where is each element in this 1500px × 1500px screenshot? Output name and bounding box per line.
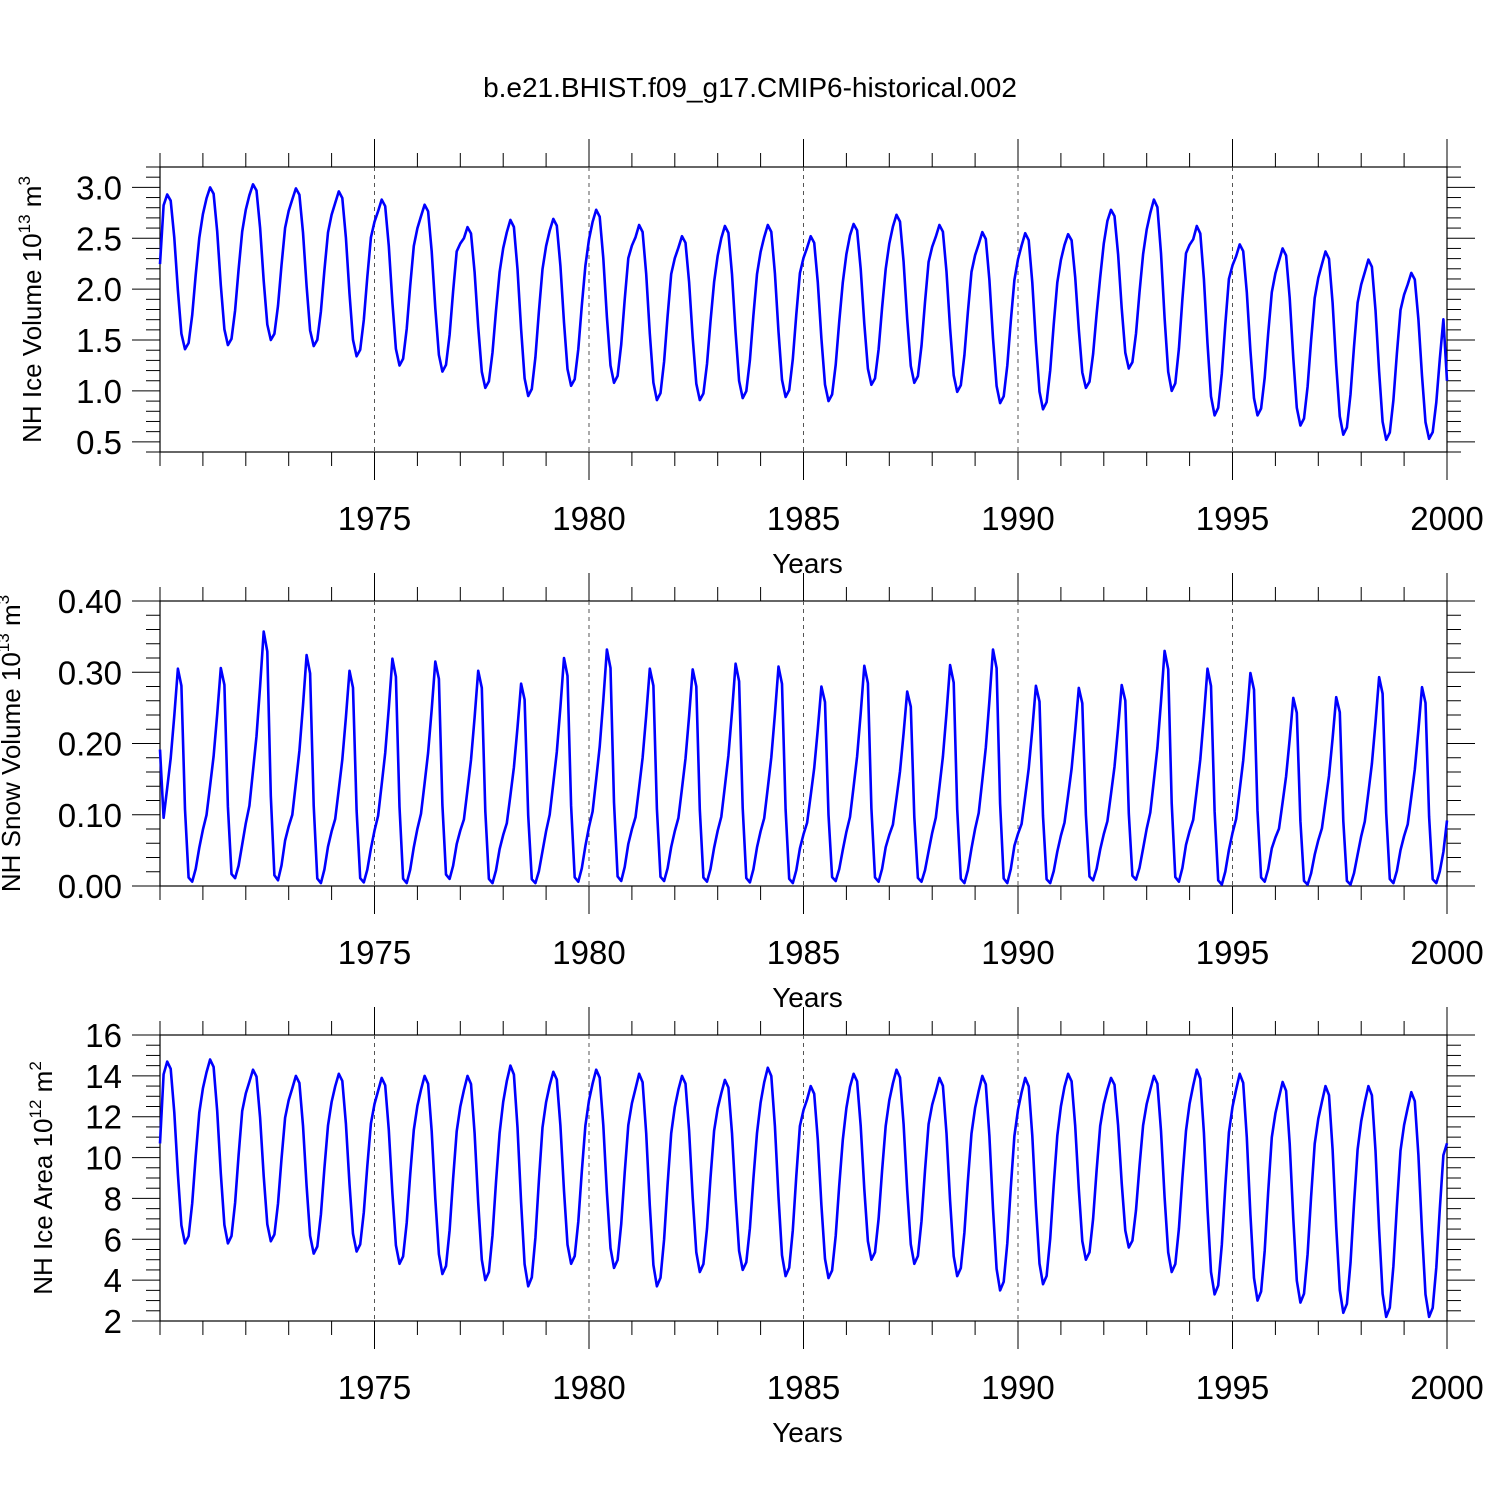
y-tick-label: 10 — [85, 1140, 122, 1177]
y-tick-label: 14 — [85, 1058, 122, 1095]
panel-ice-area: 1975 1980 1985 1990 1995 2000 Years 2 4 6 810 12 14 1… — [26, 1007, 1484, 1448]
panel-snow-volume: 1975 1980 1985 1990 1995 2000 Years 0.00 0.10 0.2… — [0, 573, 1484, 1013]
y-tick-label: 0.40 — [58, 583, 122, 620]
x-tick-label: 1985 — [767, 500, 840, 537]
y-tick-label: 2.5 — [76, 220, 122, 257]
y-tick-label: 12 — [85, 1099, 122, 1136]
x-tick-label: 1975 — [338, 500, 411, 537]
x-tick-label: 1995 — [1196, 500, 1269, 537]
x-tick-label: 1985 — [767, 1369, 840, 1406]
y-axis-label: NH Snow Volume 1013 m3 — [0, 595, 26, 892]
y-tick-label: 1.5 — [76, 322, 122, 359]
x-tick-label: 1995 — [1196, 1369, 1269, 1406]
x-axis-label: Years — [772, 1417, 843, 1448]
y-tick-label: 0.00 — [58, 868, 122, 905]
x-tick-label: 1995 — [1196, 934, 1269, 971]
y-tick-label: 0.20 — [58, 726, 122, 763]
y-axis-label: NH Ice Area 1012 m2 — [26, 1061, 58, 1295]
y-tick-label: 2.0 — [76, 271, 122, 308]
y-tick-label: 1.0 — [76, 373, 122, 410]
y-tick-label: 6 — [104, 1221, 122, 1258]
series-line-ice-volume — [158, 183, 1449, 442]
y-tick-label: 2 — [104, 1303, 122, 1340]
y-tick-label: 3.0 — [76, 169, 122, 206]
x-tick-label: 2000 — [1410, 1369, 1483, 1406]
y-tick-label: 0.30 — [58, 654, 122, 691]
series-line-snow-volume — [158, 630, 1449, 886]
panel-ice-volume: 1975 1980 1985 1990 1995 2000 Years 0.5 1.0 1.5 2.… — [15, 139, 1484, 579]
x-axis-label: Years — [772, 548, 843, 579]
x-tick-label: 1990 — [981, 934, 1054, 971]
y-tick-label: 0.10 — [58, 797, 122, 834]
x-tick-label: 2000 — [1410, 934, 1483, 971]
x-tick-label: 2000 — [1410, 500, 1483, 537]
y-tick-label: 4 — [104, 1262, 122, 1299]
y-axis-label: NH Ice Volume 1013 m3 — [15, 176, 47, 443]
x-tick-label: 1975 — [338, 934, 411, 971]
y-tick-label: 16 — [85, 1017, 122, 1054]
x-tick-label: 1980 — [552, 1369, 625, 1406]
x-tick-label: 1975 — [338, 1369, 411, 1406]
x-tick-label: 1980 — [552, 500, 625, 537]
y-tick-label: 0.5 — [76, 424, 122, 461]
chart-title: b.e21.BHIST.f09_g17.CMIP6-historical.002 — [483, 72, 1017, 103]
x-tick-label: 1990 — [981, 1369, 1054, 1406]
y-tick-label: 8 — [104, 1180, 122, 1217]
x-tick-label: 1990 — [981, 500, 1054, 537]
x-axis-label: Years — [772, 982, 843, 1013]
series-line-ice-area — [158, 1058, 1449, 1319]
x-tick-label: 1980 — [552, 934, 625, 971]
x-tick-label: 1985 — [767, 934, 840, 971]
